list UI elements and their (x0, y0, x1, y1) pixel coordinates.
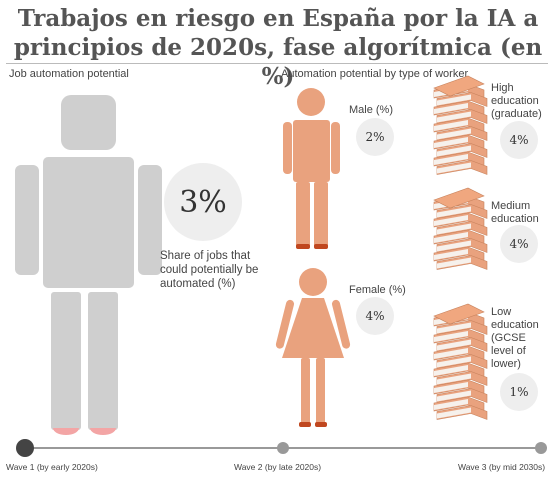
timeline-dot-wave-3[interactable] (535, 442, 547, 454)
overall-caption-line-1: Share of jobs that (160, 250, 251, 262)
timeline-label-wave-3[interactable]: Wave 3 (by mid 2030s) (458, 462, 546, 472)
timeline-label-wave-2[interactable]: Wave 2 (by late 2020s) (234, 462, 322, 472)
female-value: 4% (365, 309, 385, 323)
medium-education-line-2: education (491, 213, 539, 225)
book-icon (436, 160, 488, 175)
overall-value: 3% (179, 184, 227, 220)
book-top-icon (433, 75, 485, 97)
overall-caption-line-2: could potentially be (160, 264, 259, 276)
timeline-dot-wave-1[interactable] (16, 439, 34, 457)
title-line-1: Trabajos en riesgo en España por la IA a (17, 5, 539, 32)
low-education-value: 1% (509, 385, 529, 399)
right-heading: Automation potential by type of worker (281, 68, 469, 80)
high-education-line-2: education (491, 95, 539, 107)
male-value: 2% (365, 130, 385, 144)
high-education-value-bubble: 4% (500, 121, 538, 159)
medium-education-label: Medium education (491, 200, 539, 226)
overall-caption-line-3: automated (%) (160, 278, 236, 290)
low-education-label: Low education (GCSE level of lower) (491, 306, 553, 371)
book-icon (436, 255, 488, 270)
low-education-line-2: education (GCSE (491, 319, 539, 344)
book-icon (436, 405, 488, 420)
book-top-icon (433, 303, 485, 325)
medium-education-value: 4% (509, 237, 529, 251)
medium-education-line-1: Medium (491, 200, 531, 212)
timeline-label-wave-1[interactable]: Wave 1 (by early 2020s) (6, 462, 98, 472)
title-line-2: principios de 2020s, fase algorítmica (e… (13, 34, 543, 90)
overall-caption: Share of jobs that could potentially be … (160, 249, 258, 291)
title-divider (6, 63, 548, 64)
chart-title: Trabajos en riesgo en España por la IA a… (0, 4, 556, 91)
male-value-bubble: 2% (356, 118, 394, 156)
high-education-line-3: (graduate) (491, 108, 542, 120)
timeline-dot-wave-2[interactable] (277, 442, 289, 454)
high-education-line-1: High (491, 82, 514, 94)
medium-education-value-bubble: 4% (500, 225, 538, 263)
low-education-line-3: level of (491, 345, 526, 357)
male-label: Male (%) (349, 104, 394, 116)
overall-value-bubble: 3% (164, 163, 242, 241)
low-education-line-4: lower) (491, 358, 521, 370)
low-education-line-1: Low (491, 306, 512, 318)
low-education-value-bubble: 1% (500, 373, 538, 411)
female-value-bubble: 4% (356, 297, 394, 335)
book-top-icon (433, 187, 485, 209)
high-education-label: High education (graduate) (491, 82, 542, 121)
female-label: Female (%) (349, 284, 406, 296)
high-education-value: 4% (509, 133, 529, 147)
left-heading: Job automation potential (9, 68, 129, 80)
